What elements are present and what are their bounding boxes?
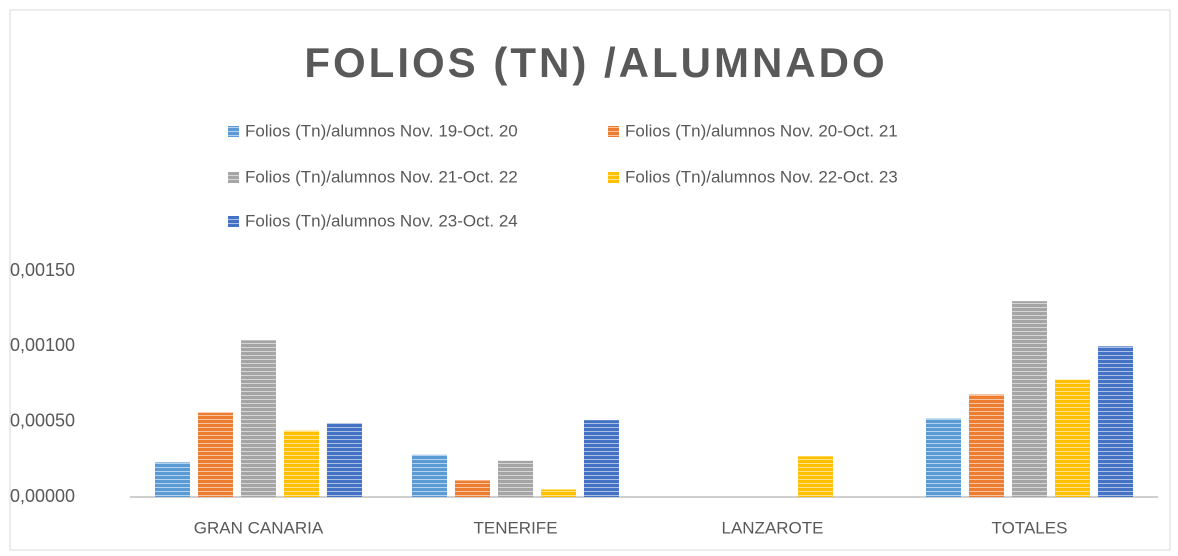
bar xyxy=(541,489,576,497)
bar xyxy=(241,340,276,497)
legend-label: Folios (Tn)/alumnos Nov. 22-Oct. 23 xyxy=(625,167,898,186)
legend-label: Folios (Tn)/alumnos Nov. 23-Oct. 24 xyxy=(245,211,518,230)
x-tick-label: TENERIFE xyxy=(473,518,557,537)
legend-swatch xyxy=(608,126,619,137)
x-tick-label: LANZAROTE xyxy=(721,518,823,537)
bar xyxy=(155,462,190,497)
bar xyxy=(498,460,533,497)
bar xyxy=(969,394,1004,497)
chart-title: FOLIOS (TN) /ALUMNADO xyxy=(304,39,887,86)
bar xyxy=(198,412,233,497)
legend-label: Folios (Tn)/alumnos Nov. 19-Oct. 20 xyxy=(245,121,518,140)
y-tick-label: 0,00100 xyxy=(10,335,75,355)
bar xyxy=(926,418,961,497)
bar xyxy=(327,423,362,497)
bar xyxy=(1055,379,1090,497)
y-tick-label: 0,00050 xyxy=(10,410,75,430)
bar xyxy=(412,454,447,497)
bar xyxy=(284,430,319,497)
bar xyxy=(584,420,619,497)
legend-swatch xyxy=(228,126,239,137)
bar xyxy=(798,456,833,497)
legend-label: Folios (Tn)/alumnos Nov. 21-Oct. 22 xyxy=(245,167,518,186)
legend-swatch xyxy=(228,172,239,183)
legend-swatch xyxy=(608,172,619,183)
y-tick-label: 0,00150 xyxy=(10,260,75,280)
bar xyxy=(1098,346,1133,497)
bar xyxy=(455,480,490,497)
legend-swatch xyxy=(228,216,239,227)
y-tick-label: 0,00000 xyxy=(10,486,75,506)
bar xyxy=(1012,301,1047,497)
x-tick-label: TOTALES xyxy=(992,518,1068,537)
legend-label: Folios (Tn)/alumnos Nov. 20-Oct. 21 xyxy=(625,121,898,140)
x-tick-label: GRAN CANARIA xyxy=(194,518,324,537)
